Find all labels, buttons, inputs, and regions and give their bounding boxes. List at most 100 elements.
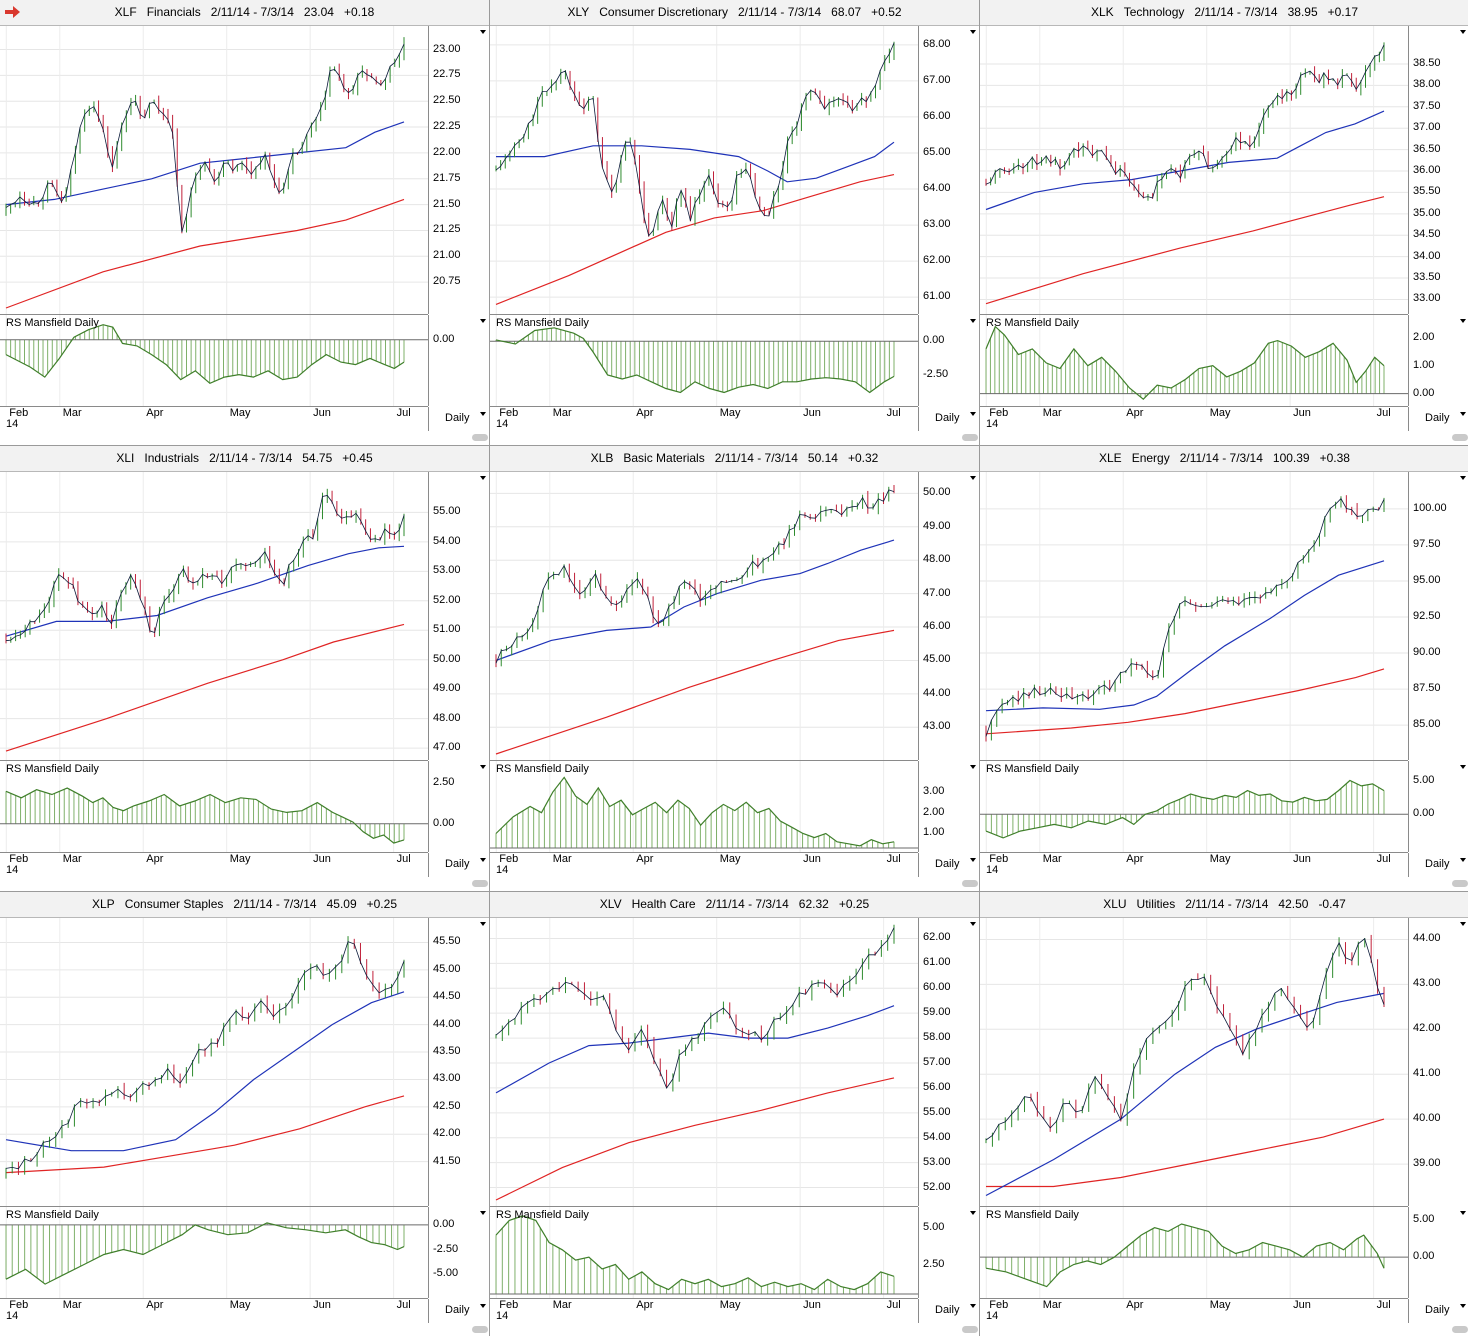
price-chart-svg[interactable] (490, 918, 918, 1206)
price-axis[interactable]: 68.00 67.00 66.00 65.00 64.00 63.00 62.00 61.00 (918, 26, 980, 314)
interval-selector[interactable]: Daily (1408, 853, 1468, 877)
rs-mansfield-chart[interactable]: RS Mansfield Daily (980, 761, 1408, 853)
date-axis[interactable]: Feb Mar Apr May Jun Jul 14 (980, 407, 1408, 431)
rs-chart-svg[interactable] (980, 315, 1408, 406)
scroll-grip[interactable] (1452, 880, 1468, 887)
price-axis[interactable]: 50.00 49.00 48.00 47.00 46.00 45.00 44.00 43.00 (918, 472, 980, 760)
interval-menu-icon[interactable] (480, 1304, 486, 1308)
axis-menu-icon[interactable] (970, 319, 976, 323)
price-chart[interactable] (980, 918, 1408, 1207)
axis-menu-icon[interactable] (970, 1211, 976, 1215)
panel-header[interactable]: XLE Energy 2/11/14 - 7/3/14 100.39 +0.38 (980, 446, 1468, 472)
rs-mansfield-chart[interactable]: RS Mansfield Daily (490, 1207, 918, 1299)
rs-chart-svg[interactable] (490, 1207, 918, 1298)
axis-menu-icon[interactable] (970, 30, 976, 34)
rs-mansfield-chart[interactable]: RS Mansfield Daily (490, 761, 918, 853)
date-axis[interactable]: Feb Mar Apr May Jun Jul 14 (0, 1299, 428, 1323)
chart-panel-xly[interactable]: XLY Consumer Discretionary 2/11/14 - 7/3/1… (490, 0, 980, 445)
rs-chart-svg[interactable] (980, 761, 1408, 852)
chart-panel-xlf[interactable]: XLF Financials 2/11/14 - 7/3/14 23.04 +0.18 2… (0, 0, 490, 445)
axis-menu-icon[interactable] (480, 30, 486, 34)
chart-panel-xlb[interactable]: XLB Basic Materials 2/11/14 - 7/3/14 50.14 +… (490, 446, 980, 891)
axis-menu-icon[interactable] (1460, 922, 1466, 926)
rs-chart-svg[interactable] (490, 761, 918, 852)
panel-header[interactable]: XLY Consumer Discretionary 2/11/14 - 7/3/1… (490, 0, 979, 26)
interval-selector[interactable]: Daily (428, 407, 490, 431)
price-axis[interactable]: 55.00 54.00 53.00 52.00 51.00 50.00 49.00 48.00… (428, 472, 490, 760)
rs-axis[interactable]: 5.00 2.50 (918, 1207, 980, 1298)
scroll-grip[interactable] (962, 880, 978, 887)
axis-menu-icon[interactable] (1460, 319, 1466, 323)
chart-panel-xli[interactable]: XLI Industrials 2/11/14 - 7/3/14 54.75 +0.45… (0, 446, 490, 891)
axis-menu-icon[interactable] (970, 922, 976, 926)
interval-selector[interactable]: Daily (918, 853, 980, 877)
scroll-grip[interactable] (1452, 1326, 1468, 1333)
axis-menu-icon[interactable] (480, 1211, 486, 1215)
rs-chart-svg[interactable] (980, 1207, 1408, 1298)
interval-menu-icon[interactable] (1460, 858, 1466, 862)
price-axis[interactable]: 100.00 97.50 95.00 92.50 90.00 87.50 85.00 (1408, 472, 1468, 760)
date-axis[interactable]: Feb Mar Apr May Jun Jul 14 (490, 853, 918, 877)
price-chart-svg[interactable] (980, 472, 1408, 760)
axis-menu-icon[interactable] (480, 765, 486, 769)
rs-mansfield-chart[interactable]: RS Mansfield Daily (0, 315, 428, 407)
price-axis[interactable]: 45.50 45.00 44.50 44.00 43.50 43.00 42.50 42.00… (428, 918, 490, 1206)
axis-menu-icon[interactable] (480, 476, 486, 480)
interval-selector[interactable]: Daily (1408, 1299, 1468, 1323)
price-chart[interactable] (490, 26, 918, 315)
price-chart-svg[interactable] (0, 472, 428, 760)
price-chart-svg[interactable] (980, 918, 1408, 1206)
scroll-grip[interactable] (962, 1326, 978, 1333)
price-chart-svg[interactable] (490, 472, 918, 760)
panel-header[interactable]: XLP Consumer Staples 2/11/14 - 7/3/14 45.09… (0, 892, 489, 918)
panel-header[interactable]: XLF Financials 2/11/14 - 7/3/14 23.04 +0.18 (0, 0, 489, 26)
interval-menu-icon[interactable] (1460, 1304, 1466, 1308)
interval-menu-icon[interactable] (970, 858, 976, 862)
axis-menu-icon[interactable] (480, 319, 486, 323)
rs-mansfield-chart[interactable]: RS Mansfield Daily (0, 761, 428, 853)
panel-header[interactable]: XLK Technology 2/11/14 - 7/3/14 38.95 +0.17 (980, 0, 1468, 26)
interval-menu-icon[interactable] (480, 412, 486, 416)
axis-menu-icon[interactable] (1460, 765, 1466, 769)
rs-chart-svg[interactable] (0, 761, 428, 852)
interval-selector[interactable]: Daily (1408, 407, 1468, 431)
price-chart-svg[interactable] (0, 918, 428, 1206)
axis-menu-icon[interactable] (1460, 1211, 1466, 1215)
rs-axis[interactable]: 5.00 0.00 (1408, 1207, 1468, 1298)
interval-menu-icon[interactable] (970, 412, 976, 416)
axis-menu-icon[interactable] (1460, 476, 1466, 480)
scroll-grip[interactable] (962, 434, 978, 441)
rs-mansfield-chart[interactable]: RS Mansfield Daily (0, 1207, 428, 1299)
rs-axis[interactable]: 2.00 1.00 0.00 (1408, 315, 1468, 406)
date-axis[interactable]: Feb Mar Apr May Jun Jul 14 (980, 1299, 1408, 1323)
price-chart[interactable] (0, 26, 428, 315)
scroll-grip[interactable] (472, 434, 488, 441)
axis-menu-icon[interactable] (970, 765, 976, 769)
axis-menu-icon[interactable] (480, 922, 486, 926)
price-chart[interactable] (0, 918, 428, 1207)
chart-panel-xle[interactable]: XLE Energy 2/11/14 - 7/3/14 100.39 +0.38 100.… (980, 446, 1468, 891)
price-chart[interactable] (980, 26, 1408, 315)
rs-axis[interactable]: 3.00 2.00 1.00 (918, 761, 980, 852)
interval-selector[interactable]: Daily (918, 1299, 980, 1323)
panel-header[interactable]: XLB Basic Materials 2/11/14 - 7/3/14 50.14 +… (490, 446, 979, 472)
rs-axis[interactable]: 5.00 0.00 (1408, 761, 1468, 852)
chart-panel-xlv[interactable]: XLV Health Care 2/11/14 - 7/3/14 62.32 +0.25… (490, 892, 980, 1337)
panel-header[interactable]: XLU Utilities 2/11/14 - 7/3/14 42.50 -0.47 (980, 892, 1468, 918)
right-arrow-icon[interactable] (5, 6, 20, 18)
chart-panel-xlu[interactable]: XLU Utilities 2/11/14 - 7/3/14 42.50 -0.47 44… (980, 892, 1468, 1337)
price-chart[interactable] (0, 472, 428, 761)
date-axis[interactable]: Feb Mar Apr May Jun Jul 14 (0, 853, 428, 877)
price-axis[interactable]: 44.00 43.00 42.00 41.00 40.00 39.00 (1408, 918, 1468, 1206)
interval-menu-icon[interactable] (1460, 412, 1466, 416)
date-axis[interactable]: Feb Mar Apr May Jun Jul 14 (980, 853, 1408, 877)
rs-axis[interactable]: 0.00 (428, 315, 490, 406)
scroll-grip[interactable] (472, 1326, 488, 1333)
interval-selector[interactable]: Daily (428, 853, 490, 877)
axis-menu-icon[interactable] (1460, 30, 1466, 34)
rs-chart-svg[interactable] (490, 315, 918, 406)
date-axis[interactable]: Feb Mar Apr May Jun Jul 14 (490, 407, 918, 431)
rs-axis[interactable]: 2.50 0.00 (428, 761, 490, 852)
scroll-grip[interactable] (472, 880, 488, 887)
price-chart-svg[interactable] (980, 26, 1408, 314)
